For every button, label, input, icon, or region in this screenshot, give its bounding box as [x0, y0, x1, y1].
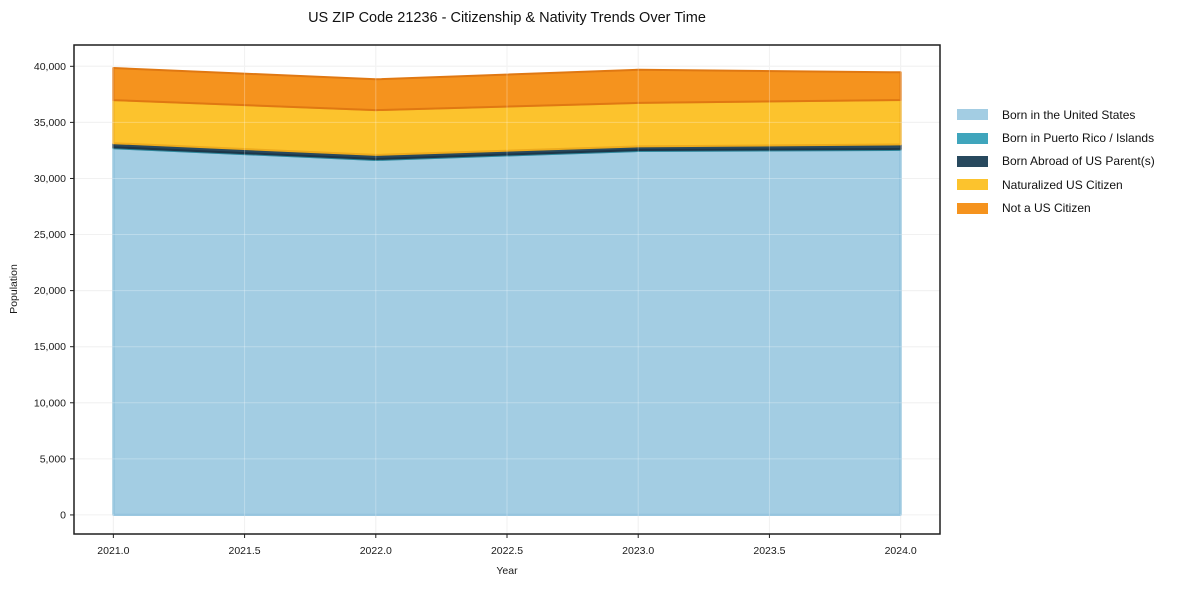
- axis-ticks: 2021.0 2021.5 2022.0 2022.5 2023.0 2023.5 2024…: [34, 61, 917, 557]
- legend-item: Born Abroad of US Parent(s): [957, 150, 1155, 173]
- y-tick-label: 25,000: [34, 229, 66, 241]
- legend-item: Naturalized US Citizen: [957, 173, 1155, 196]
- legend-swatch: [957, 109, 988, 121]
- stacked-areas: [112, 67, 902, 516]
- x-tick-label: 2022.0: [360, 545, 392, 557]
- y-tick-label: 10,000: [34, 397, 66, 409]
- x-tick-label: 2021.0: [97, 545, 129, 557]
- area-series-4: [112, 67, 902, 112]
- y-axis-label: Population: [8, 264, 20, 314]
- y-tick-label: 40,000: [34, 61, 66, 73]
- x-tick-label: 2021.5: [229, 545, 261, 557]
- legend-swatch: [957, 155, 988, 167]
- y-tick-label: 20,000: [34, 285, 66, 297]
- y-tick-label: 30,000: [34, 173, 66, 185]
- y-tick-label: 5,000: [40, 453, 66, 465]
- legend-label: Not a US Citizen: [1002, 201, 1091, 216]
- y-tick-label: 35,000: [34, 117, 66, 129]
- x-tick-label: 2024.0: [885, 545, 917, 557]
- legend-swatch: [957, 179, 988, 191]
- legend-swatch: [957, 132, 988, 144]
- legend: Born in the United States Born in Puerto …: [957, 103, 1155, 220]
- x-tick-label: 2022.5: [491, 545, 523, 557]
- legend-item: Born in Puerto Rico / Islands: [957, 126, 1155, 149]
- legend-swatch: [957, 202, 988, 214]
- legend-item: Not a US Citizen: [957, 197, 1155, 220]
- legend-label: Naturalized US Citizen: [1002, 177, 1123, 192]
- gridlines-overlay: [74, 45, 940, 534]
- legend-label: Born in the United States: [1002, 107, 1136, 122]
- x-axis-label: Year: [496, 565, 518, 577]
- legend-item: Born in the United States: [957, 103, 1155, 126]
- x-tick-label: 2023.5: [753, 545, 785, 557]
- y-tick-label: 0: [60, 509, 66, 521]
- legend-label: Born in Puerto Rico / Islands: [1002, 131, 1155, 146]
- x-tick-label: 2023.0: [622, 545, 654, 557]
- y-tick-label: 15,000: [34, 341, 66, 353]
- chart-title: US ZIP Code 21236 - Citizenship & Nativi…: [308, 10, 706, 26]
- legend-label: Born Abroad of US Parent(s): [1002, 154, 1155, 169]
